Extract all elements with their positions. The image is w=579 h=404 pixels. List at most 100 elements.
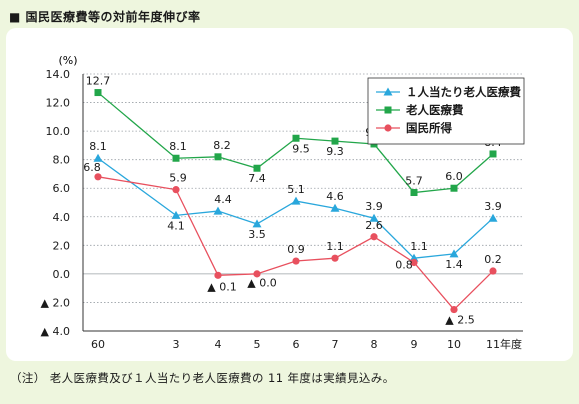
chart-panel: (%) ▲ 4.0 ▲ 2.0 0.0 2.0 4.0 6.0 8.0 10.0 12.0 14.… [6,28,573,361]
data-point-square [410,189,418,197]
data-label: ▲ 2.5 [445,314,474,327]
data-point-triangle [488,213,498,222]
data-point-circle [370,233,378,241]
data-point-triangle [213,206,223,215]
series-circle [94,173,497,314]
data-point-triangle [330,203,340,212]
x-tick-label: 4 [215,338,222,351]
data-label: ▲ 0.1 [207,281,236,294]
figure-note: （注） 老人医療費及び１人当たり老人医療費の 11 年度は実績見込み。 [10,371,395,385]
data-label: 0.2 [484,253,502,266]
data-label: 0.9 [287,243,305,256]
legend-label: 老人医療費 [405,103,464,117]
legend-label: 国民所得 [406,121,452,135]
y-tick-label: 12.0 [46,97,71,110]
data-point-triangle [369,213,379,222]
x-tick-label: 10 [447,338,461,351]
data-point-triangle [383,87,393,96]
data-label: 1.1 [410,240,428,253]
data-labels: 8.1 4.1 4.4 3.5 5.1 4.6 3.9 1.1 1.4 3.9 12.7 8.1 8.2… [83,75,502,327]
data-label: 4.4 [214,193,232,206]
data-label: 7.4 [248,172,266,185]
y-tick-label: 2.0 [53,239,71,252]
legend-box [367,77,525,145]
legend-item: 老人医療費 [376,103,464,117]
data-label: 4.1 [167,219,185,232]
line-chart: (%) ▲ 4.0 ▲ 2.0 0.0 2.0 4.0 6.0 8.0 10.0 12.0 14.… [41,54,525,351]
data-point-circle [172,186,180,194]
y-tick-label: 4.0 [53,211,71,224]
data-label: 12.7 [86,75,111,88]
y-tick-label: 14.0 [46,68,71,81]
data-point-square [489,150,497,158]
data-label: 6.8 [83,161,101,174]
data-label: 5.9 [169,172,187,185]
data-point-square [172,154,180,162]
y-tick-label: 10.0 [46,125,71,138]
data-point-circle [94,173,102,181]
x-tick-label: 6 [293,338,300,351]
data-point-circle [253,270,261,278]
data-label: 3.9 [365,200,383,213]
data-point-circle [410,258,418,267]
x-tick-label: 5 [254,338,261,351]
series-line [97,176,494,311]
legend-label: １人当たり老人医療費 [406,85,521,99]
x-tick-label: 3 [173,338,180,351]
data-label: ▲ 0.0 [247,276,276,289]
y-axis-unit-label: (%) [58,54,77,67]
figure-title: ■ 国民医療費等の対前年度伸び率 [9,10,201,24]
data-point-triangle [252,219,262,228]
data-point-triangle [171,210,181,219]
y-tick-label: ▲ 2.0 [41,296,70,309]
x-tick-label: 60 [91,338,105,351]
data-point-square [94,89,102,97]
data-label: 5.7 [405,175,423,188]
data-point-square [450,184,458,192]
data-label: 8.2 [213,139,231,152]
data-label: 0.8 [395,258,413,271]
x-tick-label: 9 [411,338,418,351]
data-point-square [253,164,261,172]
series-line [97,157,494,259]
x-tick-label: 8 [371,338,378,351]
data-point-circle [489,267,497,275]
data-label: 9.3 [326,145,344,158]
x-tick-labels: 60 3 4 5 6 7 8 9 10 11年度 [91,337,522,351]
data-label: 3.9 [484,200,502,213]
data-label: 4.6 [326,190,344,203]
series-line [97,92,494,194]
data-point-circle [331,254,339,262]
data-point-square [214,153,222,161]
data-label: 1.4 [445,258,463,271]
y-tick-labels: ▲ 4.0 ▲ 2.0 0.0 2.0 4.0 6.0 8.0 10.0 12.0 14.0 [41,68,70,338]
data-label: 3.5 [248,228,266,241]
data-point-circle [214,271,222,279]
data-series [93,89,498,314]
y-tick-label: ▲ 4.0 [41,325,70,338]
grid-lines [83,73,523,303]
data-point-triangle [93,153,103,162]
data-label: 1.1 [326,240,344,253]
data-point-square [292,134,300,142]
series-square [94,89,497,197]
data-label: 2.6 [365,219,383,232]
y-tick-label: 0.0 [53,268,71,281]
x-tick-label: 7 [332,338,339,351]
axes [82,74,523,332]
data-label: 9.5 [292,142,310,155]
legend-item: １人当たり老人医療費 [376,85,521,99]
data-label: 8.1 [89,140,107,153]
data-label: 8.1 [169,140,187,153]
data-point-triangle [291,196,301,205]
x-tick-label: 11年度 [486,337,522,351]
data-label: 6.0 [445,170,463,183]
data-label: 5.1 [287,183,305,196]
data-point-circle [384,124,392,132]
data-point-square [384,106,392,114]
y-tick-label: 6.0 [53,182,71,195]
series-triangle [93,153,498,262]
data-point-square [331,137,339,145]
legend-item: 国民所得 [376,121,452,135]
